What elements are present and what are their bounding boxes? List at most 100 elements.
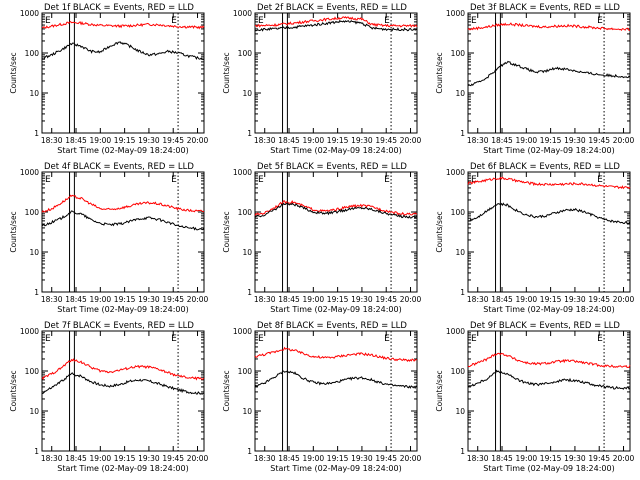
panel-det-3: Det 3f BLACK = Events, RED = LLD 1 10 100 10…	[435, 3, 635, 155]
y-tick-label: 1	[460, 129, 465, 138]
x-tick-label: 19:30	[351, 454, 373, 463]
flag-label: E	[258, 16, 264, 26]
series-events-line	[41, 210, 205, 231]
x-tick-label: 19:00	[516, 454, 538, 463]
x-tick-label: 19:45	[588, 295, 610, 304]
y-tick-label: 1	[460, 447, 465, 456]
panel-det-2: Det 2f BLACK = Events, RED = LLD 1 10 100 10…	[222, 3, 422, 155]
y-axis-label: Counts/sec	[9, 211, 18, 252]
x-tick-label: 18:45	[65, 295, 87, 304]
series-events-line	[467, 369, 631, 390]
x-tick-label: 19:00	[516, 295, 538, 304]
x-tick-label: 19:15	[540, 136, 562, 145]
x-tick-label: 20:00	[187, 136, 209, 145]
y-tick-label: 1000	[446, 327, 465, 336]
y-tick-label: 10	[455, 89, 465, 98]
x-tick-label: 19:30	[138, 454, 160, 463]
y-tick-label: 1	[34, 129, 39, 138]
x-tick-label: 18:45	[65, 454, 87, 463]
x-tick-label: 18:30	[467, 295, 489, 304]
panel-title: Det 8f BLACK = Events, RED = LLD	[257, 321, 407, 331]
flag-label: E	[45, 334, 51, 344]
y-axis-label: Counts/sec	[9, 370, 18, 411]
y-tick-label: 10	[29, 89, 39, 98]
y-tick-label: 10	[455, 248, 465, 257]
y-axis-label: Counts/sec	[435, 211, 444, 252]
panel-title: Det 7f BLACK = Events, RED = LLD	[44, 321, 194, 331]
x-tick-label: 19:15	[114, 136, 136, 145]
x-axis-label: Start Time (02-May-09 18:24:00)	[483, 464, 614, 473]
x-tick-label: 18:30	[467, 454, 489, 463]
panel-title: Det 3f BLACK = Events, RED = LLD	[470, 3, 620, 13]
panel-title: Det 4f BLACK = Events, RED = LLD	[44, 162, 194, 172]
x-tick-label: 18:30	[254, 295, 276, 304]
series-events-line	[254, 370, 417, 390]
series-lld-line	[41, 20, 205, 30]
flag-label: E	[384, 175, 390, 185]
panel-title: Det 9f BLACK = Events, RED = LLD	[470, 321, 620, 331]
series-events-line	[467, 60, 631, 87]
panel-title: Det 6f BLACK = Events, RED = LLD	[470, 162, 620, 172]
panel-det-9: Det 9f BLACK = Events, RED = LLD 1 10 100 10…	[435, 321, 635, 473]
x-tick-label: 19:30	[351, 295, 373, 304]
y-axis-label: Counts/sec	[9, 52, 18, 93]
x-tick-label: 20:00	[613, 295, 635, 304]
x-tick-label: 19:00	[303, 295, 325, 304]
plot-frame	[254, 12, 418, 134]
panel-det-6: Det 6f BLACK = Events, RED = LLD 1 10 100 10…	[435, 162, 635, 314]
x-axis-label: Start Time (02-May-09 18:24:00)	[270, 464, 401, 473]
series-lld-line	[254, 200, 418, 216]
x-tick-label: 19:30	[564, 454, 586, 463]
y-tick-label: 10	[242, 89, 252, 98]
y-axis-label: Counts/sec	[222, 370, 231, 411]
x-tick-label: 19:15	[114, 454, 136, 463]
y-tick-label: 100	[25, 49, 40, 58]
y-axis-label: Counts/sec	[435, 52, 444, 93]
series-lld-line	[254, 346, 418, 363]
flag-label: E	[471, 16, 477, 26]
y-axis-label: Counts/sec	[222, 52, 231, 93]
x-tick-label: 19:45	[588, 454, 610, 463]
panel-title: Det 2f BLACK = Events, RED = LLD	[257, 3, 407, 13]
flag-label: E	[384, 16, 390, 26]
y-axis-label: Counts/sec	[435, 370, 444, 411]
y-tick-label: 10	[242, 407, 252, 416]
y-tick-label: 1000	[20, 327, 39, 336]
x-tick-label: 19:00	[303, 136, 325, 145]
x-tick-label: 19:30	[351, 136, 373, 145]
y-tick-label: 1	[34, 447, 39, 456]
x-axis-label: Start Time (02-May-09 18:24:00)	[270, 305, 401, 314]
x-tick-label: 19:00	[90, 295, 112, 304]
x-tick-label: 19:00	[90, 136, 112, 145]
y-tick-label: 1	[34, 288, 39, 297]
flag-label: E	[258, 175, 264, 185]
x-tick-label: 19:45	[375, 454, 397, 463]
y-tick-label: 10	[242, 248, 252, 257]
series-events-line	[41, 372, 205, 395]
y-tick-label: 1	[247, 447, 252, 456]
y-tick-label: 1	[247, 288, 252, 297]
x-tick-label: 20:00	[400, 136, 422, 145]
x-tick-label: 18:30	[254, 136, 276, 145]
y-tick-label: 100	[25, 367, 40, 376]
x-axis-label: Start Time (02-May-09 18:24:00)	[483, 146, 614, 155]
series-lld-line	[467, 22, 631, 32]
x-tick-label: 19:45	[588, 136, 610, 145]
series-lld-line	[254, 16, 418, 28]
x-tick-label: 18:30	[467, 136, 489, 145]
x-tick-label: 18:45	[278, 454, 300, 463]
x-tick-label: 19:00	[90, 454, 112, 463]
x-axis-label: Start Time (02-May-09 18:24:00)	[57, 146, 188, 155]
y-tick-label: 1000	[446, 168, 465, 177]
plot-frame	[41, 12, 205, 134]
x-tick-label: 19:45	[162, 136, 184, 145]
series-events-line	[41, 41, 205, 61]
y-tick-label: 10	[29, 407, 39, 416]
flag-label: E	[597, 334, 603, 344]
x-tick-label: 18:45	[491, 454, 513, 463]
plot-frame	[41, 330, 205, 452]
y-tick-label: 1000	[20, 168, 39, 177]
plot-frame	[254, 171, 418, 293]
plot-frame	[467, 171, 631, 293]
